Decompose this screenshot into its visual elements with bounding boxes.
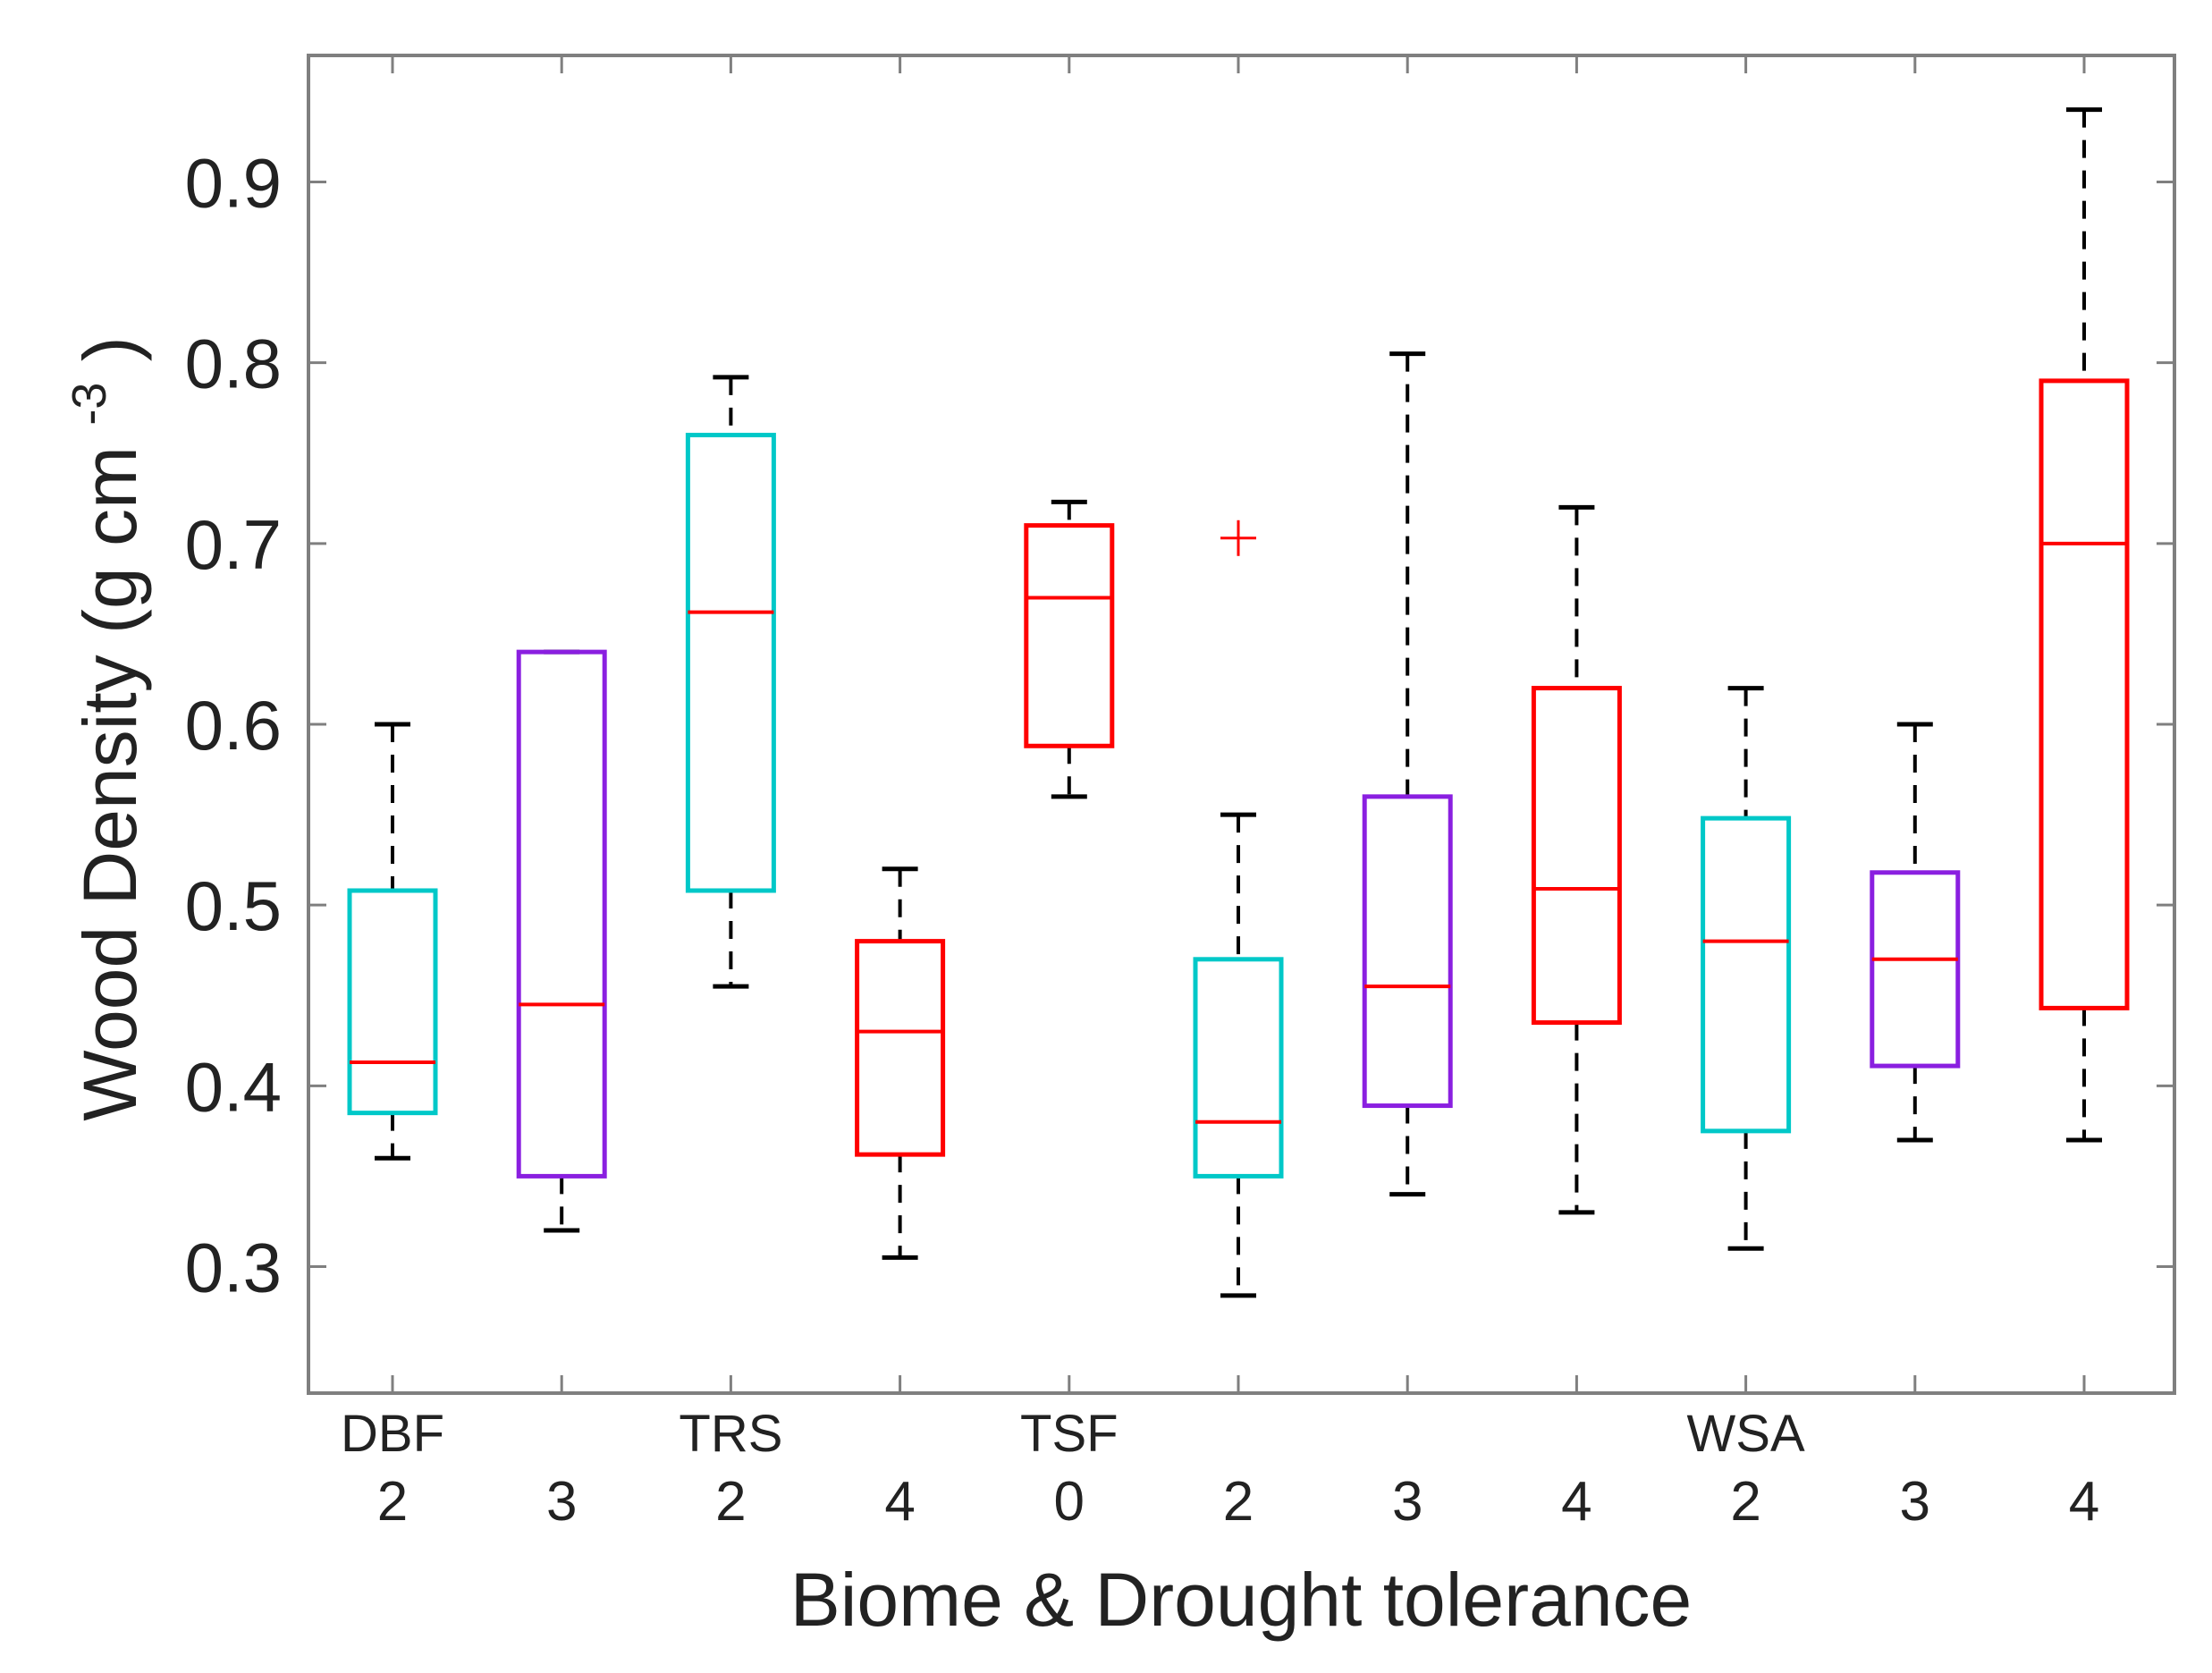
x-drought-label: 2: [1730, 1471, 1760, 1533]
box-iqr: [1701, 815, 1792, 1134]
x-biome-label: WSA: [1687, 1405, 1805, 1463]
y-axis-title: Wood Density (g cm -3 ): [38, 336, 152, 1120]
box-group: [1024, 499, 1115, 799]
box-iqr: [1870, 870, 1961, 1069]
y-axis-title-close: ): [68, 336, 152, 361]
box-group: [1362, 351, 1453, 1197]
box-group: [685, 375, 776, 989]
y-axis-title-superscript: -3: [63, 383, 116, 426]
y-tick-label: 0.3: [185, 1228, 282, 1306]
x-drought-label: 3: [546, 1471, 577, 1533]
x-drought-label: 4: [884, 1471, 915, 1533]
box-iqr: [685, 433, 776, 893]
x-biome-label: DBF: [341, 1405, 444, 1463]
box-group: [855, 866, 946, 1260]
boxes-layer: [347, 107, 2130, 1298]
box-iqr: [2039, 378, 2130, 1010]
x-drought-label: 3: [1900, 1471, 1930, 1533]
x-drought-label: 0: [1054, 1471, 1085, 1533]
y-axis: 0.3 0.4 0.5 0.6 0.7 0.8 0.9: [185, 144, 2174, 1306]
box-group: [1193, 520, 1284, 1298]
x-drought-label: 3: [1392, 1471, 1423, 1533]
y-tick-label: 0.8: [185, 325, 282, 403]
box-iqr: [855, 939, 946, 1157]
x-drought-label: 2: [715, 1471, 746, 1533]
y-tick-label: 0.9: [185, 144, 282, 223]
x-drought-label: 2: [1223, 1471, 1254, 1533]
y-tick-label: 0.4: [185, 1047, 282, 1126]
plot-frame: [307, 54, 2176, 1395]
x-drought-label: 4: [2069, 1471, 2099, 1533]
x-biome-label: TRS: [679, 1405, 782, 1463]
box-iqr: [1024, 523, 1115, 748]
y-axis-title-main: Wood Density (g cm: [68, 446, 152, 1121]
box-group: [516, 649, 607, 1233]
box-group: [2039, 107, 2130, 1143]
box-group: [1701, 686, 1792, 1251]
box-iqr: [1531, 686, 1622, 1026]
box-iqr: [1362, 794, 1453, 1109]
box-group: [1870, 722, 1961, 1143]
x-axis: DBF 2 3 TRS 2 4 TSF 0 2 3 4 WSA 2 3 4: [341, 55, 2099, 1533]
x-biome-label: TSF: [1020, 1405, 1119, 1463]
x-drought-label: 4: [1561, 1471, 1591, 1533]
x-drought-label: 2: [377, 1471, 408, 1533]
box-group: [1531, 504, 1622, 1215]
y-tick-label: 0.6: [185, 686, 282, 765]
box-iqr: [347, 888, 438, 1116]
y-tick-label: 0.7: [185, 505, 282, 584]
y-tick-label: 0.5: [185, 866, 282, 945]
x-axis-title: Biome & Drought tolerance: [790, 1558, 1693, 1642]
box-iqr: [1193, 957, 1284, 1179]
box-iqr: [516, 649, 607, 1179]
box-group: [347, 722, 438, 1161]
